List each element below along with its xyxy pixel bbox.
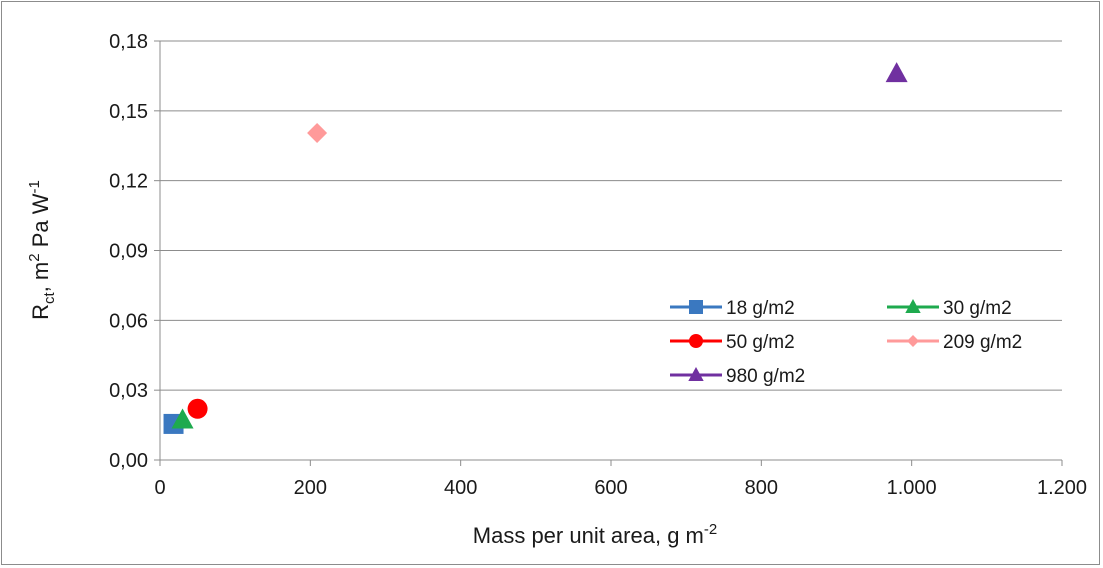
legend: 18 g/m2 30 g/m2 50 g/m2 209 g/m2 980 g/m2 xyxy=(670,298,1022,387)
y-tick-label: 0,00 xyxy=(109,450,148,472)
y-axis-title: Rct, m2 Pa W-1 xyxy=(26,180,58,320)
x-tick-label: 1.000 xyxy=(887,477,937,499)
x-tick-label: 1.200 xyxy=(1037,477,1087,499)
y-axis-ticks: 0,00 0,03 0,06 0,09 0,12 0,15 0,18 xyxy=(109,31,160,472)
data-points xyxy=(163,62,908,434)
data-point xyxy=(171,408,194,429)
y-tick-label: 0,15 xyxy=(109,101,148,123)
legend-label: 50 g/m2 xyxy=(726,332,795,353)
gridlines xyxy=(160,40,1062,391)
legend-marker xyxy=(689,334,703,348)
x-tick-label: 400 xyxy=(444,477,477,499)
x-axis-title: Mass per unit area, g m-2 xyxy=(473,521,717,548)
y-tick-label: 0,09 xyxy=(109,241,148,263)
y-tick-label: 0,12 xyxy=(109,171,148,193)
data-point xyxy=(885,62,908,83)
x-tick-label: 800 xyxy=(745,477,778,499)
legend-marker xyxy=(688,366,704,381)
legend-label: 18 g/m2 xyxy=(726,298,795,319)
legend-marker xyxy=(905,298,921,313)
x-tick-label: 0 xyxy=(154,477,165,499)
legend-marker xyxy=(689,300,703,314)
data-point xyxy=(307,122,328,143)
x-axis-ticks: 0 200 400 600 800 1.000 1.200 xyxy=(154,460,1087,499)
legend-marker xyxy=(907,335,919,347)
x-tick-label: 600 xyxy=(594,477,627,499)
y-tick-label: 0,06 xyxy=(109,310,148,332)
legend-label: 980 g/m2 xyxy=(726,366,805,387)
y-tick-label: 0,03 xyxy=(109,380,148,402)
y-tick-label: 0,18 xyxy=(109,31,148,53)
legend-label: 209 g/m2 xyxy=(943,332,1022,353)
data-point xyxy=(187,398,208,419)
legend-label: 30 g/m2 xyxy=(943,298,1012,319)
x-tick-label: 200 xyxy=(294,477,327,499)
